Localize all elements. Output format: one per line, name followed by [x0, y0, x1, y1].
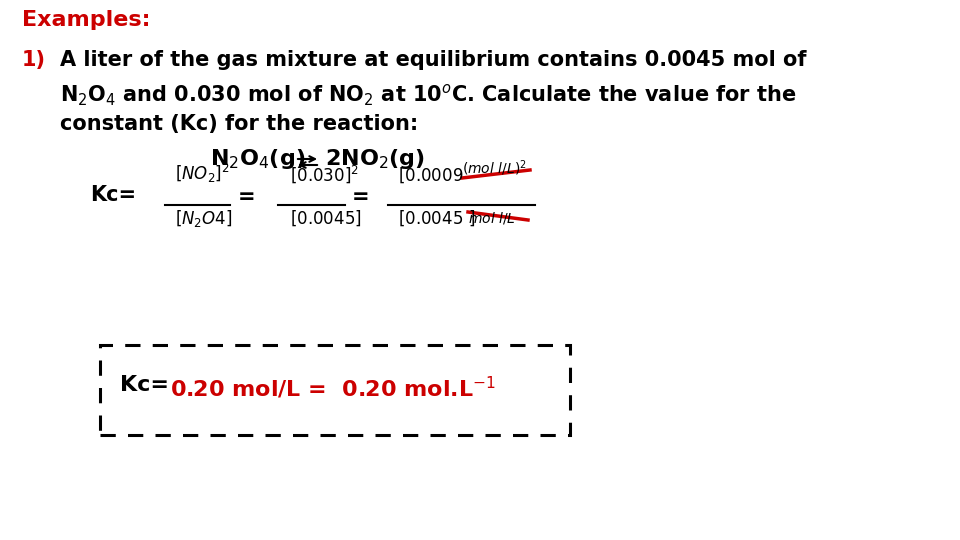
Text: Kc=: Kc=: [90, 185, 136, 205]
Text: 1): 1): [22, 50, 46, 70]
Text: Examples:: Examples:: [22, 10, 151, 30]
Text: $[N_2O4]$: $[N_2O4]$: [175, 208, 232, 229]
Text: constant (Kc) for the reaction:: constant (Kc) for the reaction:: [60, 114, 419, 134]
Text: N$_2$O$_4$ and 0.030 mol of NO$_2$ at 10$^o$C. Calculate the value for the: N$_2$O$_4$ and 0.030 mol of NO$_2$ at 10…: [60, 82, 797, 107]
Text: $[0.030]^2$: $[0.030]^2$: [290, 164, 359, 185]
Text: $[NO_2]^2$: $[NO_2]^2$: [175, 162, 229, 185]
Text: 2NO$_2$(g): 2NO$_2$(g): [325, 147, 425, 171]
Text: A liter of the gas mixture at equilibrium contains 0.0045 mol of: A liter of the gas mixture at equilibriu…: [60, 50, 806, 70]
Text: $[0.0045\ ]$: $[0.0045\ ]$: [398, 208, 475, 227]
Text: N$_2$O$_4$(g): N$_2$O$_4$(g): [210, 147, 305, 171]
Text: $[0.0045]$: $[0.0045]$: [290, 208, 362, 227]
Text: $(mol\ l/L)^2$: $(mol\ l/L)^2$: [462, 158, 527, 178]
Text: 0.20 mol/L =  0.20 mol.L$^{-1}$: 0.20 mol/L = 0.20 mol.L$^{-1}$: [170, 375, 496, 401]
Text: =: =: [352, 187, 370, 207]
Text: Kc=: Kc=: [120, 375, 169, 395]
Text: $mol\ l/L$: $mol\ l/L$: [468, 210, 516, 226]
Text: =: =: [238, 187, 255, 207]
Text: $[0.0009$: $[0.0009$: [398, 165, 464, 185]
